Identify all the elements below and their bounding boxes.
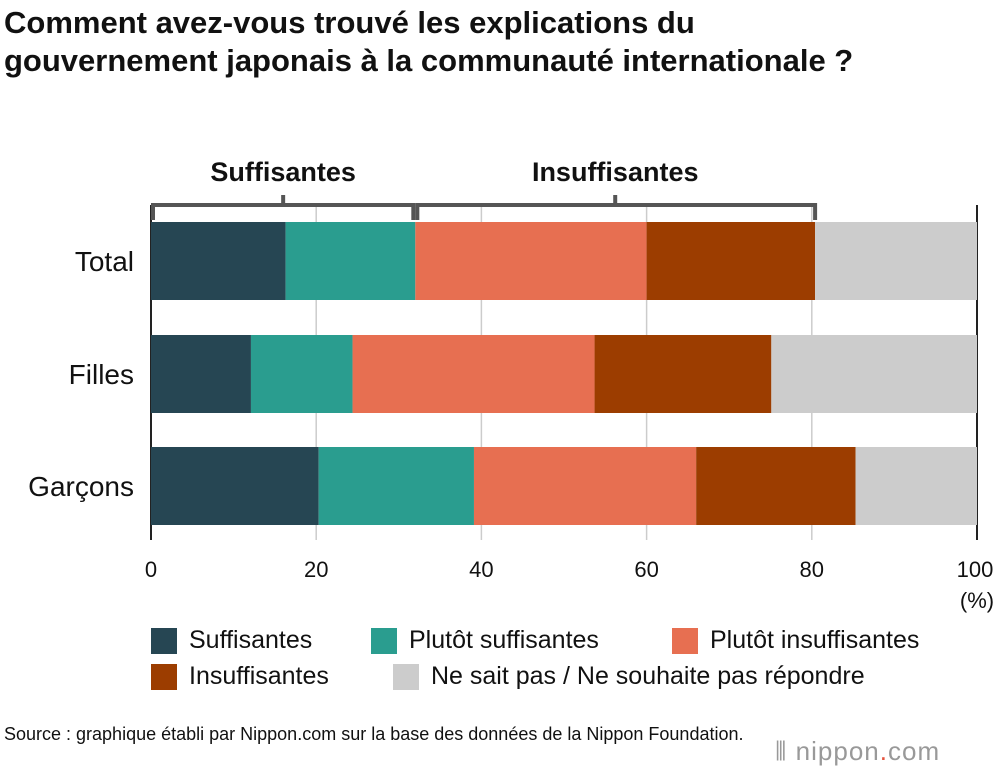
legend-item-0: Suffisantes bbox=[151, 626, 312, 655]
category-label: Total bbox=[75, 246, 134, 277]
bar-segment bbox=[285, 222, 416, 300]
bar-segment bbox=[473, 447, 697, 525]
legend-swatch bbox=[151, 663, 177, 690]
legend-label: Insuffisantes bbox=[189, 662, 329, 690]
x-tick-label: 20 bbox=[304, 557, 328, 582]
x-tick-label: 100 bbox=[957, 557, 994, 582]
bar-segment bbox=[352, 335, 595, 413]
legend-swatch bbox=[672, 627, 698, 654]
legend-label: Ne sait pas / Ne souhaite pas répondre bbox=[431, 662, 865, 690]
legend-swatch bbox=[151, 627, 177, 654]
legend-item-2: Plutôt insuffisantes bbox=[672, 626, 919, 655]
bar-segment bbox=[415, 222, 647, 300]
legend-item-4: Ne sait pas / Ne souhaite pas répondre bbox=[393, 662, 865, 691]
legend-label: Suffisantes bbox=[189, 626, 313, 654]
bar-segment bbox=[318, 447, 474, 525]
legend-label: Plutôt suffisantes bbox=[409, 626, 599, 654]
bracket-suffisantes bbox=[151, 203, 416, 220]
x-tick-label: 60 bbox=[634, 557, 658, 582]
bar-segment bbox=[696, 447, 856, 525]
bar-segment bbox=[151, 222, 286, 300]
bar-segment bbox=[646, 222, 816, 300]
bar-segment bbox=[151, 335, 251, 413]
category-label: Filles bbox=[69, 359, 134, 390]
legend-item-1: Plutôt suffisantes bbox=[371, 626, 599, 655]
bar-segment bbox=[594, 335, 772, 413]
x-tick-label: 0 bbox=[145, 557, 157, 582]
bar-segment bbox=[815, 222, 977, 300]
legend-label: Plutôt insuffisantes bbox=[710, 626, 920, 654]
nippon-logo: ⦀ nippon.com bbox=[775, 736, 941, 766]
x-unit-label: (%) bbox=[960, 588, 994, 613]
x-tick-label: 80 bbox=[800, 557, 824, 582]
legend-item-3: Insuffisantes bbox=[151, 662, 329, 691]
bar-segment bbox=[250, 335, 353, 413]
category-label: Garçons bbox=[28, 471, 134, 502]
group-label: Suffisantes bbox=[210, 157, 356, 187]
bar-segment bbox=[855, 447, 977, 525]
bar-segment bbox=[771, 335, 977, 413]
bar-segment bbox=[151, 447, 319, 525]
legend-swatch bbox=[371, 627, 397, 654]
group-label: Insuffisantes bbox=[532, 157, 699, 187]
legend-swatch bbox=[393, 663, 419, 690]
x-tick-label: 40 bbox=[469, 557, 493, 582]
chart-title: Comment avez-vous trouvé les explication… bbox=[4, 5, 854, 78]
source-note: Source : graphique établi par Nippon.com… bbox=[4, 724, 744, 744]
bracket-insuffisantes bbox=[415, 203, 818, 220]
